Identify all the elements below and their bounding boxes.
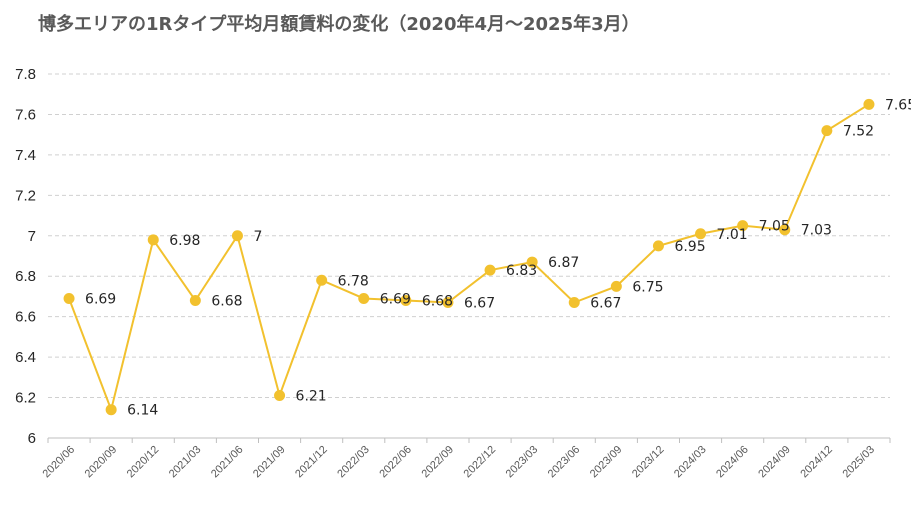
y-tick-label: 6.4 bbox=[15, 349, 36, 366]
data-point bbox=[147, 234, 159, 246]
y-tick-label: 7.8 bbox=[15, 66, 36, 83]
data-point bbox=[189, 294, 201, 306]
data-label: 6.69 bbox=[380, 291, 411, 307]
y-tick-label: 6.6 bbox=[15, 309, 36, 326]
x-tick-label: 2022/03 bbox=[335, 444, 372, 481]
chart-title: 博多エリアの1Rタイプ平均月額賃料の変化（2020年4月～2025年3月） bbox=[38, 14, 640, 35]
x-tick-label: 2021/09 bbox=[251, 444, 288, 481]
data-point bbox=[695, 228, 707, 240]
data-point bbox=[779, 224, 791, 236]
data-point bbox=[484, 264, 496, 276]
y-tick-label: 6 bbox=[28, 430, 36, 447]
data-point bbox=[274, 390, 286, 402]
data-label: 6.21 bbox=[296, 389, 327, 405]
x-tick-label: 2020/06 bbox=[41, 444, 78, 481]
y-tick-label: 7.4 bbox=[15, 147, 36, 164]
y-tick-label: 7.2 bbox=[15, 187, 36, 204]
data-point bbox=[821, 125, 833, 137]
y-axis-ticks: 6 6.2 6.4 6.6 6.8 7 7.2 7.4 7.6 7.8 bbox=[15, 66, 36, 447]
data-point bbox=[231, 230, 243, 242]
data-point bbox=[568, 297, 580, 309]
data-point bbox=[400, 294, 412, 306]
data-point bbox=[358, 292, 370, 304]
x-tick-label: 2021/03 bbox=[167, 444, 204, 481]
y-tick-label: 6.8 bbox=[15, 268, 36, 285]
data-point bbox=[316, 274, 328, 286]
x-tick-label: 2024/06 bbox=[714, 444, 751, 481]
data-point bbox=[105, 404, 117, 416]
series-line bbox=[68, 103, 870, 414]
data-point bbox=[526, 256, 538, 268]
y-tick-label: 6.2 bbox=[15, 390, 36, 407]
x-axis-tickmarks bbox=[47, 438, 891, 443]
y-tick-label: 7 bbox=[28, 228, 36, 245]
data-point bbox=[610, 280, 622, 292]
x-tick-label: 2023/06 bbox=[546, 444, 583, 481]
data-label: 6.69 bbox=[85, 291, 116, 307]
data-labels: 6.69 6.14 6.98 6.68 7 6.21 6.78 6.69 6.68 6.67 6.8… bbox=[85, 97, 911, 418]
data-label: 6.68 bbox=[422, 293, 453, 309]
data-label: 6.87 bbox=[548, 255, 579, 271]
data-label: 6.14 bbox=[127, 403, 158, 419]
x-tick-label: 2020/09 bbox=[83, 444, 120, 481]
data-point bbox=[737, 220, 749, 232]
data-label: 7.05 bbox=[759, 219, 790, 235]
data-label: 6.83 bbox=[506, 263, 537, 279]
data-label: 6.78 bbox=[338, 273, 369, 289]
data-point bbox=[863, 98, 875, 110]
data-label: 6.67 bbox=[590, 296, 621, 312]
data-label: 7.65 bbox=[885, 97, 911, 113]
data-label: 7.52 bbox=[843, 124, 874, 140]
data-points bbox=[63, 98, 875, 416]
x-tick-label: 2024/09 bbox=[756, 444, 793, 481]
data-label: 6.98 bbox=[169, 233, 200, 249]
x-tick-label: 2020/12 bbox=[125, 444, 162, 481]
data-point bbox=[652, 240, 664, 252]
data-label: 7.03 bbox=[801, 223, 832, 239]
data-label: 6.68 bbox=[211, 293, 242, 309]
data-label: 7 bbox=[253, 229, 262, 245]
y-tick-label: 7.6 bbox=[15, 106, 36, 123]
x-tick-label: 2021/12 bbox=[293, 444, 330, 481]
x-tick-label: 2023/09 bbox=[588, 444, 625, 481]
data-point bbox=[63, 292, 75, 304]
x-axis-ticks: 2020/06 2020/09 2020/12 2021/03 2021/06 2021/… bbox=[41, 444, 878, 481]
x-tick-label: 2021/06 bbox=[209, 444, 246, 481]
data-label: 6.67 bbox=[464, 296, 495, 312]
x-tick-label: 2022/09 bbox=[419, 444, 456, 481]
x-tick-label: 2022/12 bbox=[462, 444, 499, 481]
data-label: 6.95 bbox=[674, 239, 705, 255]
data-point bbox=[442, 297, 454, 309]
x-tick-label: 2023/03 bbox=[504, 444, 541, 481]
x-tick-label: 2022/06 bbox=[377, 444, 414, 481]
x-tick-label: 2025/03 bbox=[840, 444, 877, 481]
gridlines bbox=[48, 73, 890, 439]
x-tick-label: 2024/03 bbox=[672, 444, 709, 481]
x-tick-label: 2024/12 bbox=[798, 444, 835, 481]
x-tick-label: 2023/12 bbox=[630, 444, 667, 481]
series-line-path bbox=[68, 103, 870, 414]
data-label: 6.75 bbox=[632, 279, 663, 295]
data-label: 7.01 bbox=[717, 227, 748, 243]
